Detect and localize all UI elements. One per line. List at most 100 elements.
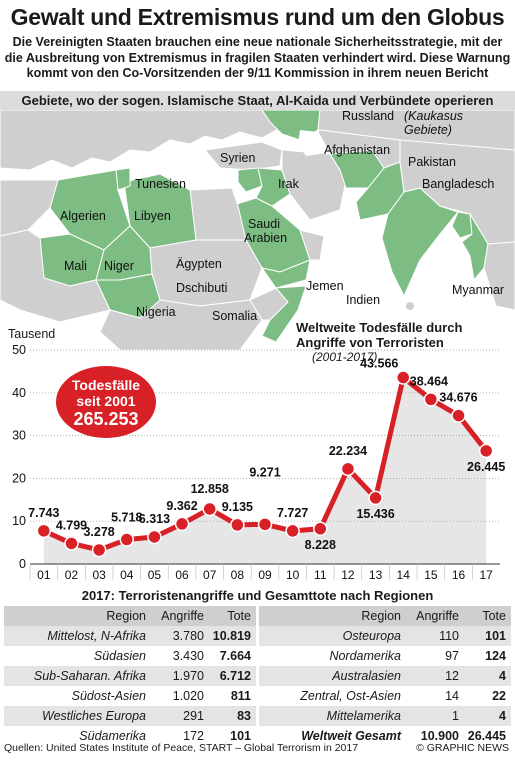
label-mali: Mali xyxy=(64,259,87,273)
data-value-label: 5.718 xyxy=(111,511,142,525)
label-kaukasus: (Kaukasus xyxy=(404,110,463,123)
table-header-row: Region Angriffe Tote xyxy=(4,606,256,626)
map-heading: Gebiete, wo der sogen. Islamische Staat,… xyxy=(0,91,515,110)
region-name: Südost-Asien xyxy=(71,689,146,703)
data-value-label: 12.858 xyxy=(191,482,229,496)
data-point xyxy=(478,443,494,459)
label-tunesien: Tunesien xyxy=(135,177,186,191)
region-table-right: Region Angriffe Tote Osteuropa 110 101 N… xyxy=(259,606,511,746)
region-attacks: 291 xyxy=(183,709,204,723)
label-libyen: Libyen xyxy=(134,209,171,223)
table-total-row: Weltweit Gesamt 10.900 26.445 xyxy=(259,726,511,746)
chart-area xyxy=(43,377,487,564)
badge-total: 265.253 xyxy=(73,409,139,429)
chart-svg: 0 10 20 30 40 50 01 02 03 04 05 06 07 08 09 10 11 12 13 14 1… xyxy=(12,343,505,582)
data-value-label: 7.743 xyxy=(28,506,59,520)
data-value-label: 4.799 xyxy=(56,518,87,532)
label-aegypten: Ägypten xyxy=(176,257,222,271)
data-point xyxy=(340,461,356,477)
y-tick-label: 30 xyxy=(12,429,26,443)
sri-lanka xyxy=(406,302,414,310)
data-point xyxy=(368,490,383,506)
region-deaths: 83 xyxy=(237,709,251,723)
label-arabien: Arabien xyxy=(244,231,287,245)
region-attacks: 14 xyxy=(445,689,459,703)
y-tick-label: 20 xyxy=(12,471,26,485)
table-row: Südasien 3.430 7.664 xyxy=(4,646,256,666)
y-tick-label: 40 xyxy=(12,386,26,400)
region-name: Südamerika xyxy=(79,729,146,743)
page-subtitle: Die Vereinigten Staaten brauchen eine ne… xyxy=(4,35,511,80)
label-somalia: Somalia xyxy=(212,309,257,323)
header-deaths: Tote xyxy=(482,609,506,623)
table-title: 2017: Terroristenangriffe und Gesamttote… xyxy=(81,588,434,603)
data-point xyxy=(36,523,52,539)
region-deaths: 7.664 xyxy=(219,649,251,663)
data-value-label: 9.135 xyxy=(222,500,253,514)
data-point xyxy=(174,516,190,532)
label-gebiete: Gebiete) xyxy=(404,123,452,137)
x-tick-label: 09 xyxy=(258,568,272,582)
region-deaths: 4 xyxy=(499,709,506,723)
data-point xyxy=(257,517,273,532)
data-value-label: 6.313 xyxy=(139,512,170,526)
label-myanmar: Myanmar xyxy=(452,283,504,297)
data-point xyxy=(313,521,328,537)
table-row: Südost-Asien 1.020 811 xyxy=(4,686,256,706)
label-jemen: Jemen xyxy=(306,279,344,293)
table-header-row: Region Angriffe Tote xyxy=(259,606,511,626)
europe-land xyxy=(0,110,291,171)
region-deaths: 22 xyxy=(492,689,506,703)
data-point xyxy=(451,408,466,423)
data-value-label: 9.271 xyxy=(249,465,280,479)
table-row: Mittelamerika 1 4 xyxy=(259,706,511,726)
table-row: Westliches Europa 291 83 xyxy=(4,706,256,726)
table-row: Sub-Saharan. Afrika 1.970 6.712 xyxy=(4,666,256,686)
data-point xyxy=(147,529,162,545)
region-attacks: 10.900 xyxy=(420,729,459,743)
region-name: Mittelamerika xyxy=(326,709,401,723)
data-value-label: 7.727 xyxy=(277,506,308,520)
label-dschibuti: Dschibuti xyxy=(176,281,227,295)
data-point xyxy=(423,392,439,407)
data-point xyxy=(285,523,300,539)
header-attacks: Angriffe xyxy=(161,609,204,623)
region-attacks: 110 xyxy=(439,629,459,643)
label-niger: Niger xyxy=(104,259,134,273)
region-attacks: 97 xyxy=(445,649,459,663)
region-name: Australasien xyxy=(332,669,401,683)
data-value-label: 8.228 xyxy=(305,538,336,552)
label-irak: Irak xyxy=(278,177,300,191)
region-name: Mittelost, N-Afrika xyxy=(47,629,146,643)
region-deaths: 811 xyxy=(230,689,251,703)
x-tick-label: 16 xyxy=(452,568,466,582)
x-tick-label: 07 xyxy=(203,568,217,582)
label-indien: Indien xyxy=(346,293,380,307)
header-region: Region xyxy=(361,609,401,623)
total-deaths-badge: Todesfälle seit 2001 265.253 xyxy=(56,366,156,438)
data-value-label: 3.278 xyxy=(83,525,114,539)
region-name: Westliches Europa xyxy=(42,709,146,723)
y-tick-label: 10 xyxy=(12,514,26,528)
y-tick-label: 0 xyxy=(19,557,26,571)
egypt xyxy=(189,187,247,241)
credit-note: © GRAPHIC NEWS xyxy=(416,742,509,754)
label-bangladesch: Bangladesch xyxy=(422,177,494,191)
region-name: Zentral, Ost-Asien xyxy=(300,689,401,703)
region-table-left: Region Angriffe Tote Mittelost, N-Afrika… xyxy=(4,606,256,746)
data-point xyxy=(395,370,411,385)
data-point xyxy=(119,532,135,547)
badge-line1: Todesfälle xyxy=(71,377,141,393)
region-deaths: 101 xyxy=(485,629,506,643)
somalia xyxy=(261,285,307,343)
label-nigeria: Nigeria xyxy=(136,305,176,319)
chart-ylabel: Tausend xyxy=(8,327,56,341)
x-tick-label: 15 xyxy=(424,568,438,582)
morocco-land xyxy=(0,179,59,237)
region-attacks: 12 xyxy=(445,669,459,683)
caspian-sea xyxy=(298,130,320,156)
x-tick-label: 04 xyxy=(120,568,134,582)
region-deaths: 10.819 xyxy=(212,629,251,643)
region-name: Sub-Saharan. Afrika xyxy=(33,669,146,683)
region-name: Südasien xyxy=(93,649,146,663)
